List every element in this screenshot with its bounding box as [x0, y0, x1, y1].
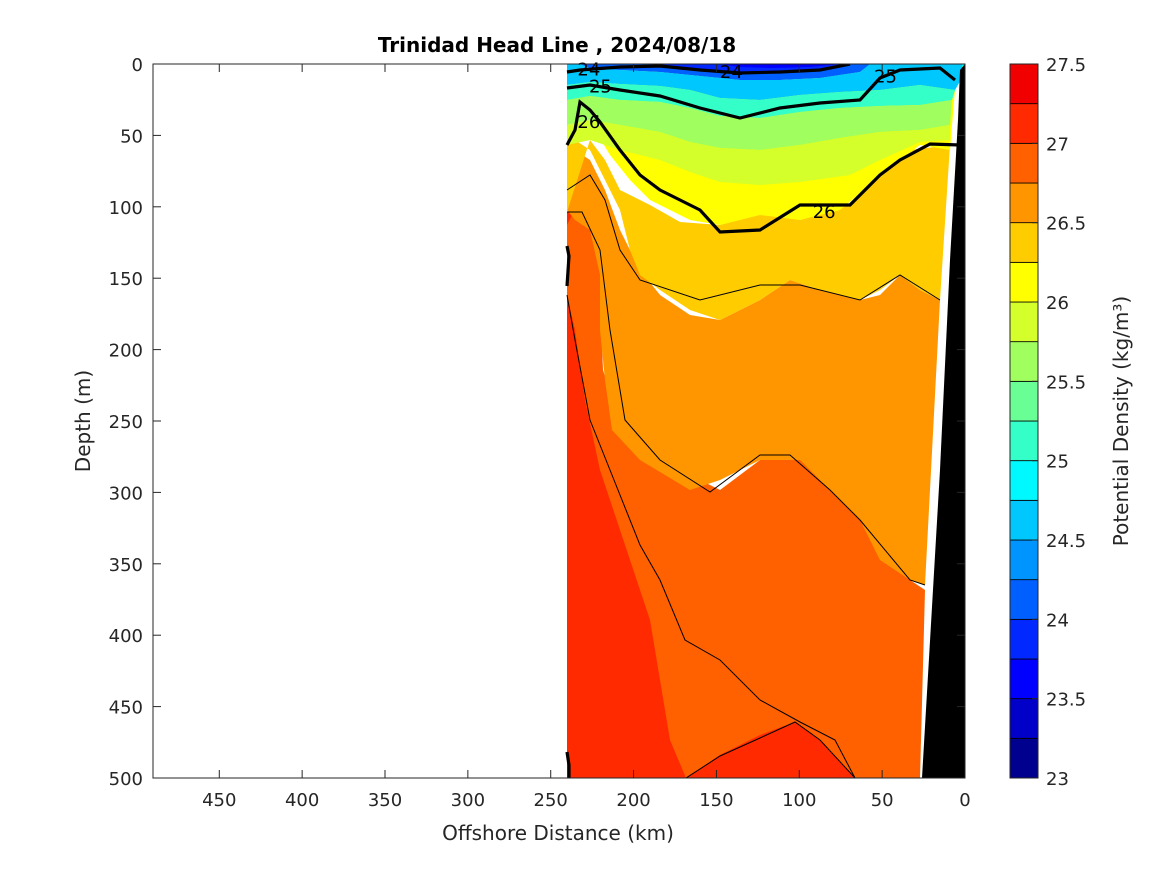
- y-tick-label: 100: [109, 198, 143, 219]
- contour-line-24: [566, 64, 851, 75]
- colorbar-tick-label: 24: [1046, 610, 1069, 631]
- x-tick-label: 150: [699, 790, 733, 811]
- x-tick-label: 100: [782, 790, 816, 811]
- band-26-75: [567, 180, 925, 778]
- colorbar-tick-label: 23.5: [1046, 690, 1086, 711]
- contour-thin-1: [566, 174, 941, 301]
- colorbar-swatch: [1009, 103, 1039, 144]
- y-tick-label: 0: [132, 55, 143, 76]
- band-26-5: [567, 145, 940, 585]
- colorbar-swatch: [1009, 698, 1039, 739]
- colorbar-tick-label: 27: [1046, 134, 1069, 155]
- colorbar-tick-label: 26.5: [1046, 214, 1086, 235]
- colorbar-swatch: [1009, 737, 1039, 779]
- y-axis-label: Depth (m): [71, 370, 95, 472]
- band-27-0: [567, 212, 855, 778]
- x-tick-label: 450: [202, 790, 236, 811]
- contour-label: 25: [589, 76, 612, 97]
- x-tick-label: 400: [285, 790, 319, 811]
- colorbar-swatches: [1009, 63, 1039, 779]
- seafloor-shelf: [922, 64, 965, 778]
- y-tick-label: 300: [109, 483, 143, 504]
- colorbar-swatch: [1009, 539, 1039, 581]
- x-tick-label: 350: [368, 790, 402, 811]
- colorbar-tick-label: 24.5: [1046, 531, 1086, 552]
- y-tick-label: 50: [120, 126, 143, 147]
- contour-label: 24: [720, 62, 743, 83]
- x-tick-label: 50: [871, 790, 894, 811]
- contour-line-25: [566, 66, 956, 120]
- contour-thin-3: [566, 294, 856, 778]
- colorbar-swatch: [1009, 63, 1039, 105]
- upper-band-25-0: [567, 82, 955, 118]
- y-tick-label: 500: [109, 769, 143, 790]
- contour-label: 26: [813, 202, 836, 223]
- contour-line-27: [565, 245, 571, 287]
- colorbar-swatch: [1009, 618, 1039, 660]
- colorbar-swatch: [1009, 142, 1039, 184]
- chart-title: Trinidad Head Line , 2024/08/18: [378, 33, 736, 57]
- colorbar-tick-label: 26: [1046, 293, 1069, 314]
- contour-line-27-bottom: [565, 751, 571, 778]
- contour-thin-2: [567, 211, 926, 586]
- colorbar-swatch: [1009, 658, 1039, 700]
- contour-label: 24: [577, 59, 600, 80]
- x-tick-label: 0: [959, 790, 970, 811]
- colorbar-swatch: [1009, 380, 1039, 422]
- x-axis-label: Offshore Distance (km): [442, 821, 674, 845]
- y-tick-label: 350: [109, 555, 143, 576]
- colorbar-frame: [1009, 63, 1039, 779]
- x-tick-label: 200: [616, 790, 650, 811]
- y-tick-label: 450: [109, 698, 143, 719]
- contour-label: 25: [874, 66, 897, 87]
- y-tick-label: 250: [109, 412, 143, 433]
- colorbar-swatch: [1009, 261, 1039, 303]
- x-tick-label: 300: [451, 790, 485, 811]
- upper-band-25-5: [567, 96, 952, 150]
- colorbar-tick-label: 27.5: [1046, 55, 1086, 76]
- upper-band-24-5-lower: [567, 64, 962, 100]
- y-tick-label: 150: [109, 269, 143, 290]
- contour-line-26: [565, 99, 961, 234]
- contour-thin-4: [685, 721, 856, 778]
- colorbar-swatch: [1009, 460, 1039, 501]
- colorbar-swatch: [1009, 579, 1039, 620]
- y-tick-label: 200: [109, 341, 143, 362]
- y-tick-label: 400: [109, 626, 143, 647]
- contour-fills: [567, 64, 965, 778]
- colorbar-swatch: [1009, 420, 1039, 462]
- colorbar-label: Potential Density (kg/m³): [1109, 296, 1133, 547]
- y-ticks: 0 50 100 150 200 250 300 350 400 450 500: [109, 55, 965, 790]
- x-tick-label: 250: [534, 790, 568, 811]
- colorbar-ticks: 23 23.5 24 24.5 25 25.5 26 26.5 27 27.5: [1032, 55, 1086, 790]
- colorbar-swatch: [1009, 182, 1039, 224]
- upper-band-25-75: [567, 120, 950, 185]
- contour-lines: [565, 64, 961, 778]
- colorbar-tick-label: 23: [1046, 769, 1069, 790]
- colorbar-swatch: [1009, 499, 1039, 541]
- colorbar-tick-label: 25: [1046, 452, 1069, 473]
- contour-label: 26: [577, 112, 600, 133]
- x-ticks: 450 400 350 300 250 200 150 100 50 0: [202, 64, 971, 811]
- colorbar-swatch: [1009, 222, 1039, 263]
- colorbar-swatch: [1009, 341, 1039, 382]
- colorbar: 23 23.5 24 24.5 25 25.5 26 26.5 27 27.5 Potential…: [1009, 55, 1133, 790]
- colorbar-tick-label: 25.5: [1046, 372, 1086, 393]
- colorbar-swatch: [1009, 301, 1039, 343]
- upper-band-23-5: [720, 64, 840, 68]
